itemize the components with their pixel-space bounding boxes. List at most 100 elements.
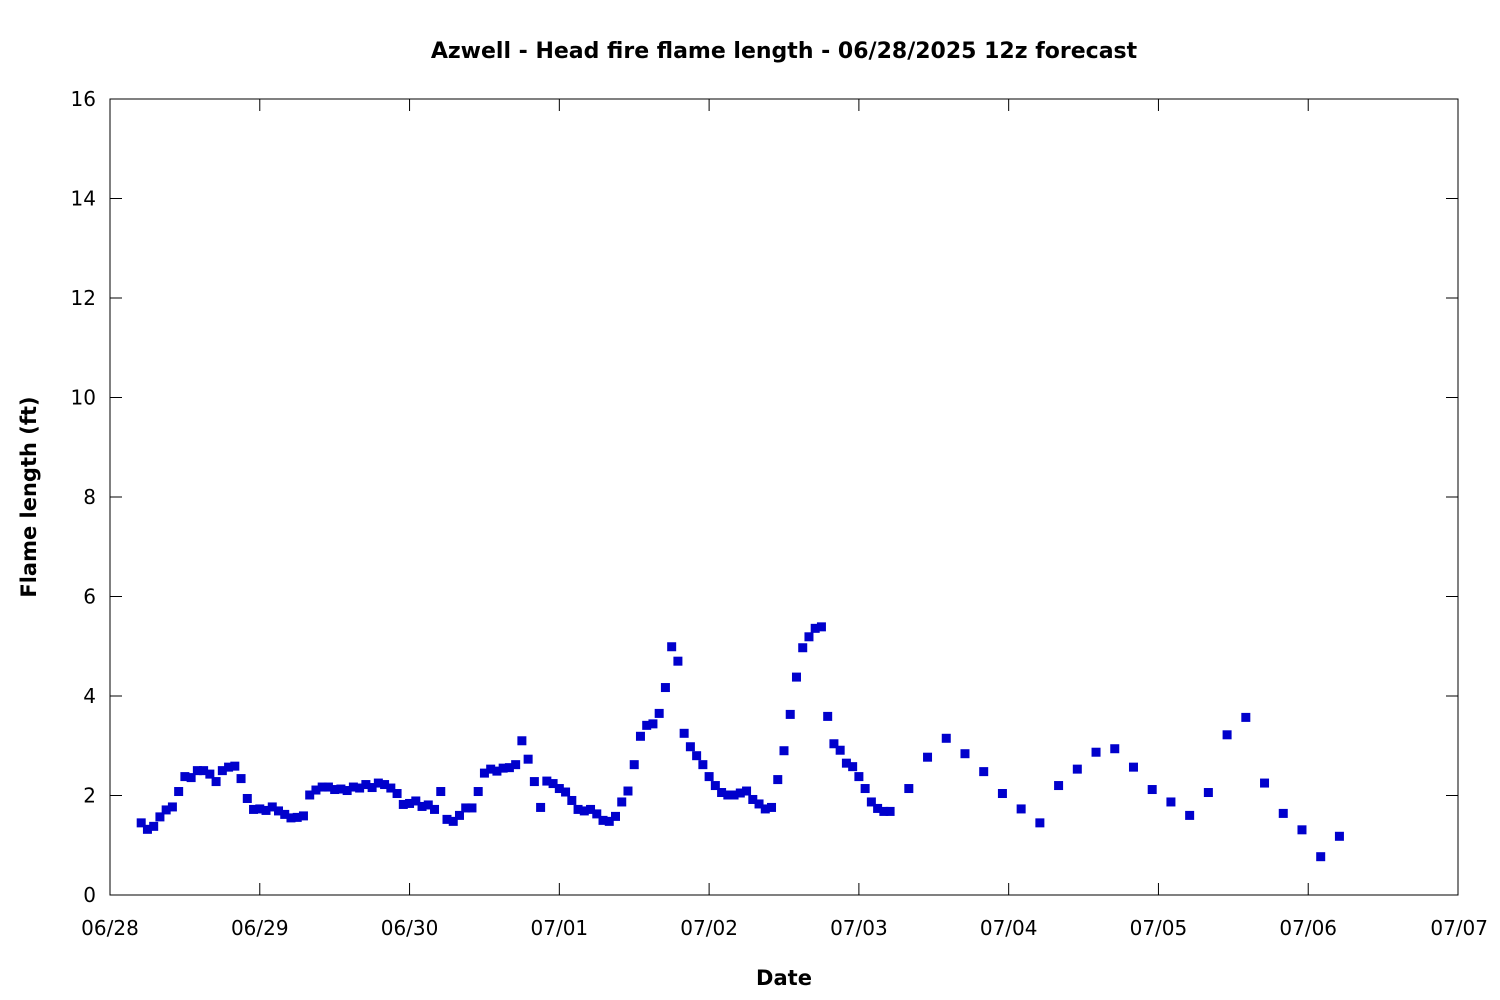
data-point	[879, 806, 889, 816]
data-point	[848, 762, 858, 772]
data-point	[1297, 825, 1307, 835]
x-tick-label: 07/06	[1279, 916, 1337, 940]
data-point	[392, 789, 402, 799]
data-point	[1203, 788, 1213, 798]
data-point	[997, 789, 1007, 799]
data-point	[242, 793, 252, 803]
data-point	[224, 762, 234, 772]
data-point	[417, 801, 427, 811]
data-point	[866, 797, 876, 807]
x-tick-label: 07/07	[1430, 916, 1488, 940]
data-point	[673, 656, 683, 666]
data-point	[473, 787, 483, 797]
y-tick-label: 10	[71, 386, 96, 410]
data-point	[804, 632, 814, 642]
data-point	[742, 786, 752, 796]
data-point	[274, 806, 283, 816]
data-point	[1316, 852, 1326, 862]
data-point	[298, 811, 308, 821]
data-point	[255, 804, 265, 814]
y-tick-label: 12	[71, 286, 96, 310]
data-point	[629, 760, 639, 770]
data-point	[523, 754, 533, 764]
data-point	[654, 708, 664, 718]
data-point	[386, 783, 396, 793]
y-tick-label: 4	[83, 684, 96, 708]
data-point	[754, 799, 764, 809]
data-point	[149, 821, 159, 831]
data-point	[517, 736, 527, 746]
chart-title: Azwell - Head fire flame length - 06/28/…	[431, 39, 1138, 64]
data-point	[286, 813, 296, 823]
data-point	[698, 760, 708, 770]
data-point	[623, 786, 633, 796]
data-point	[586, 804, 596, 814]
data-point	[810, 623, 820, 633]
data-point	[342, 786, 352, 796]
data-point	[542, 776, 552, 786]
data-point	[829, 739, 839, 749]
data-point	[261, 805, 271, 815]
data-point	[717, 788, 727, 798]
data-point	[685, 742, 695, 752]
data-point	[1185, 810, 1195, 820]
data-point	[960, 749, 970, 759]
data-point	[492, 766, 502, 776]
data-point	[579, 806, 589, 816]
data-point	[336, 784, 346, 794]
y-tick-label: 0	[83, 883, 96, 907]
data-point	[617, 797, 627, 807]
data-point	[280, 809, 290, 819]
data-point	[767, 802, 777, 812]
data-point	[405, 798, 415, 808]
data-point	[430, 804, 440, 814]
data-point	[791, 672, 801, 682]
x-tick-label: 07/01	[531, 916, 589, 940]
data-point	[785, 709, 795, 719]
data-point	[729, 790, 739, 800]
data-point	[504, 763, 514, 773]
data-point	[1334, 831, 1344, 841]
x-tick-label: 06/29	[231, 916, 289, 940]
data-point	[679, 728, 689, 738]
data-point	[1147, 785, 1157, 795]
data-point	[267, 802, 277, 812]
data-point	[317, 782, 327, 792]
data-point	[854, 772, 864, 782]
data-point	[760, 804, 770, 814]
data-point	[860, 784, 870, 794]
data-point	[885, 806, 895, 816]
data-point	[355, 783, 365, 793]
data-point	[1035, 818, 1045, 828]
data-point	[442, 814, 452, 824]
data-point	[180, 772, 190, 782]
data-point	[841, 758, 851, 768]
data-point	[567, 795, 577, 805]
data-point	[735, 788, 745, 798]
data-point	[604, 816, 614, 826]
data-point	[748, 794, 758, 804]
data-point	[161, 805, 171, 815]
data-point	[367, 783, 377, 793]
data-point	[529, 777, 539, 787]
data-point	[873, 803, 883, 813]
data-point	[816, 622, 826, 632]
data-point	[1072, 764, 1082, 774]
data-point	[573, 804, 583, 814]
data-point	[498, 763, 508, 773]
data-point	[923, 752, 933, 762]
data-point	[548, 779, 558, 789]
data-point	[1110, 744, 1120, 754]
data-point	[904, 784, 914, 794]
data-point	[192, 766, 202, 776]
data-point	[635, 731, 645, 741]
x-axis-title: Date	[756, 966, 812, 990]
data-point	[323, 782, 333, 792]
data-point	[1054, 781, 1064, 791]
data-point	[330, 785, 340, 795]
data-point	[361, 780, 371, 790]
data-point	[979, 767, 989, 777]
x-tick-label: 07/05	[1130, 916, 1188, 940]
data-point	[373, 778, 383, 788]
